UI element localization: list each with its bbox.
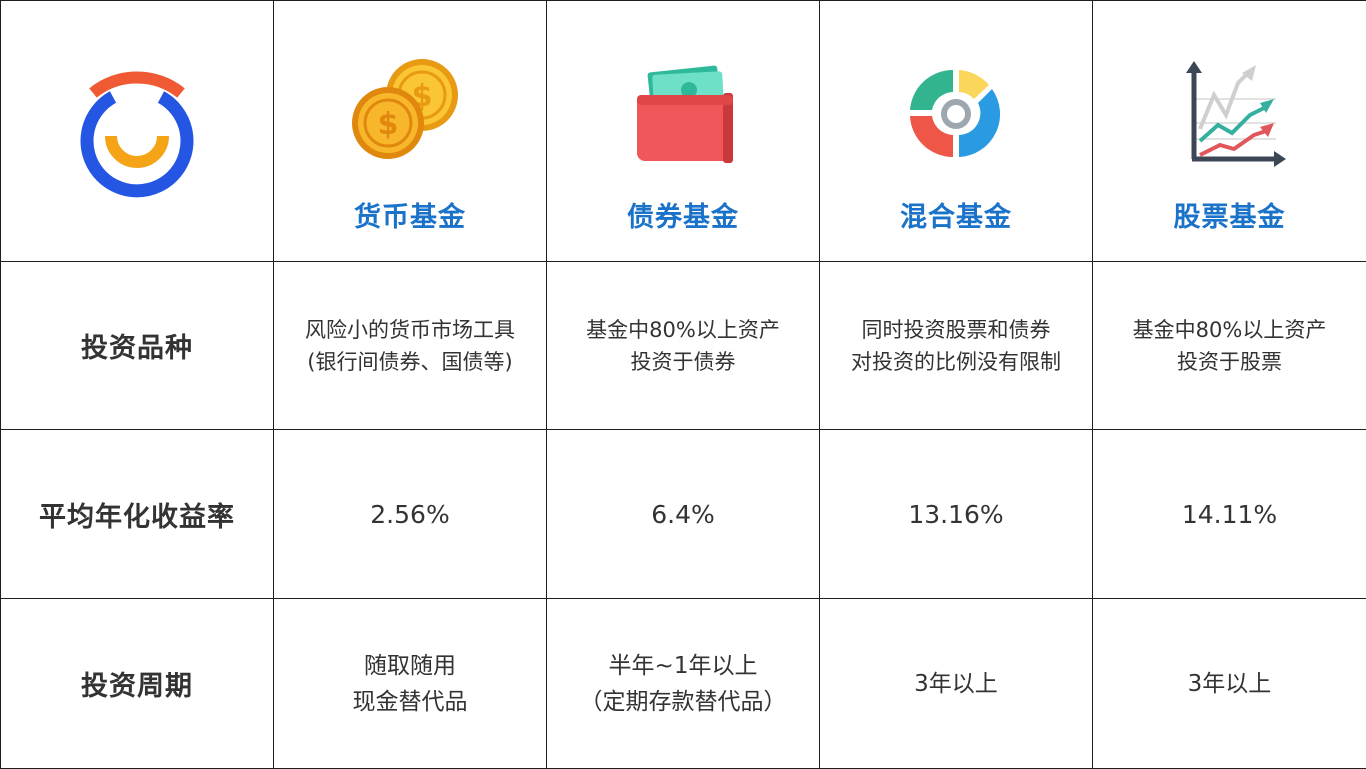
- table-cell: 随取随用 现金替代品: [274, 599, 547, 769]
- donut-chart-icon: [896, 59, 1016, 169]
- cell-line: 随取随用: [274, 648, 546, 684]
- table-cell: 3年以上: [820, 599, 1093, 769]
- row-label: 平均年化收益率: [1, 430, 274, 599]
- table-cell: 风险小的货币市场工具 (银行间债券、国债等): [274, 262, 547, 430]
- table-cell: 3年以上: [1093, 599, 1366, 769]
- row-label: 投资周期: [1, 599, 274, 769]
- column-header-bond-fund: 债券基金: [547, 1, 820, 262]
- column-title: 混合基金: [820, 195, 1092, 234]
- column-header-money-fund: $ $ 货币基金: [274, 1, 547, 262]
- line-chart-icon: [1170, 59, 1290, 169]
- cell-line: 基金中80%以上资产: [1093, 314, 1366, 346]
- table-cell: 半年~1年以上 （定期存款替代品）: [547, 599, 820, 769]
- table-cell: 基金中80%以上资产 投资于债券: [547, 262, 820, 430]
- table-cell: 13.16%: [820, 430, 1093, 599]
- wallet-icon: [623, 59, 743, 169]
- table-cell: 2.56%: [274, 430, 547, 599]
- cell-line: 现金替代品: [274, 684, 546, 720]
- brand-logo-icon: [67, 56, 207, 206]
- svg-text:$: $: [378, 107, 399, 142]
- cell-line: 3年以上: [1093, 668, 1366, 700]
- row-investment-type: 投资品种 风险小的货币市场工具 (银行间债券、国债等) 基金中80%以上资产 投…: [1, 262, 1366, 430]
- row-investment-period: 投资周期 随取随用 现金替代品 半年~1年以上 （定期存款替代品） 3年以上 3…: [1, 599, 1366, 769]
- coins-icon: $ $: [350, 59, 470, 169]
- cell-line: 风险小的货币市场工具: [274, 314, 546, 346]
- column-title: 股票基金: [1093, 195, 1366, 234]
- cell-line: 投资于股票: [1093, 346, 1366, 378]
- cell-line: 半年~1年以上: [547, 648, 819, 684]
- cell-line: 对投资的比例没有限制: [820, 346, 1092, 378]
- column-header-mixed-fund: 混合基金: [820, 1, 1093, 262]
- header-row: $ $ 货币基金 债券基金: [1, 1, 1366, 262]
- cell-line: 3年以上: [820, 668, 1092, 700]
- row-label: 投资品种: [1, 262, 274, 430]
- row-annual-return: 平均年化收益率 2.56% 6.4% 13.16% 14.11%: [1, 430, 1366, 599]
- table-cell: 14.11%: [1093, 430, 1366, 599]
- cell-line: 同时投资股票和债券: [820, 314, 1092, 346]
- column-header-stock-fund: 股票基金: [1093, 1, 1366, 262]
- cell-line: 投资于债券: [547, 346, 819, 378]
- cell-line: (银行间债券、国债等): [274, 346, 546, 378]
- table-cell: 同时投资股票和债券 对投资的比例没有限制: [820, 262, 1093, 430]
- cell-line: 基金中80%以上资产: [547, 314, 819, 346]
- table-cell: 6.4%: [547, 430, 820, 599]
- table-cell: 基金中80%以上资产 投资于股票: [1093, 262, 1366, 430]
- column-title: 货币基金: [274, 195, 546, 234]
- column-title: 债券基金: [547, 195, 819, 234]
- logo-cell: [1, 1, 274, 262]
- cell-line: （定期存款替代品）: [547, 684, 819, 720]
